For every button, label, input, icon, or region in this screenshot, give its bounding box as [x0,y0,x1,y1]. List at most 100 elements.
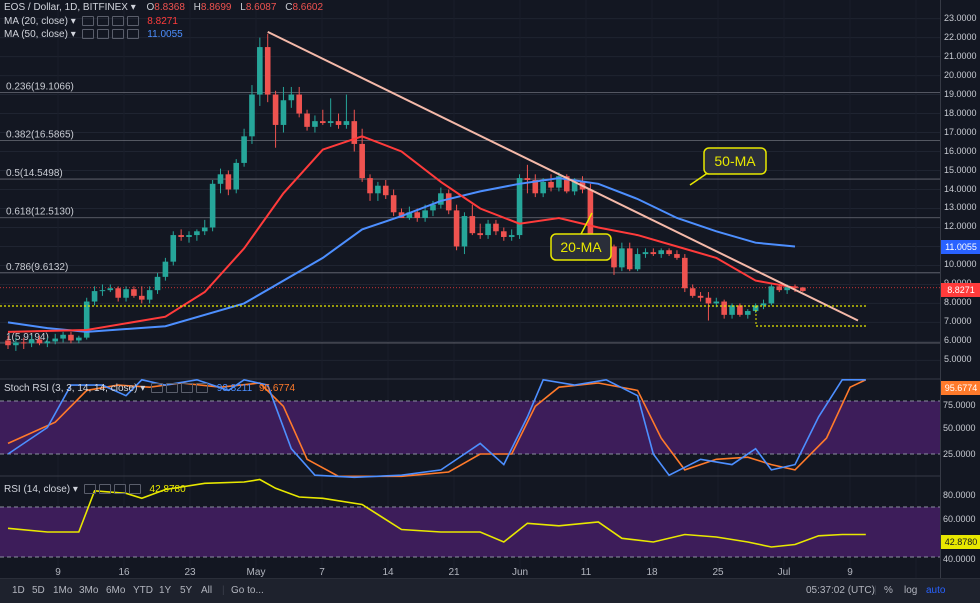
ma50-more-button[interactable] [126,29,139,40]
fib-level-label: 0.382(16.5865) [6,129,74,140]
ma50-remove-button[interactable] [111,29,124,40]
percent-scale-toggle[interactable]: % [884,585,893,596]
fib-level-label: 0.5(14.5498) [6,168,63,179]
time-axis-label: 9 [847,567,853,578]
candle-body [524,178,531,181]
rsi-remove-button[interactable] [113,484,126,495]
utc-clock[interactable]: 05:37:02 (UTC) [806,585,875,596]
ma20-legend[interactable]: MA (20, close) ▾ 8.8271 [4,16,178,27]
candle-body [508,235,515,237]
rsi-more-button[interactable] [128,484,141,495]
ma20-price-badge: 8.8271 [941,283,980,297]
candle-body [438,193,444,205]
price-scale[interactable]: 23.0000 22.0000 21.0000 20.0000 19.0000 18.00… [940,0,980,578]
candle-body [548,181,554,188]
candle-body [99,290,106,292]
ma20-hide-button[interactable] [81,16,94,27]
rsi-dropdown-icon[interactable]: ▾ [72,484,78,495]
stoch-dropdown-icon[interactable]: ▾ [140,383,146,394]
ma20-legend-label[interactable]: MA (20, close) [4,16,68,27]
candle-body [327,121,334,124]
candle-body [20,342,27,344]
range-1d-button[interactable]: 1D [12,585,25,596]
ma50-legend[interactable]: MA (50, close) ▾ 11.0055 [4,29,183,40]
ma20-settings-button[interactable] [96,16,109,27]
ma20-remove-button[interactable] [111,16,124,27]
candle-body [469,216,476,234]
price-grid [0,18,940,361]
candle-body [744,311,751,315]
ma20-dropdown-icon[interactable]: ▾ [70,16,76,27]
candle-body [304,113,310,127]
range-6mo-button[interactable]: 6Mo [106,585,126,596]
candle-body [674,254,680,258]
ma20-line [7,135,796,333]
ma50-settings-button[interactable] [96,29,109,40]
stoch-remove-button[interactable] [181,383,193,394]
candle-body [666,250,672,255]
candle-body [658,250,665,255]
symbol-dropdown-icon[interactable]: ▾ [130,2,136,13]
price-scale-label: 20.0000 [944,69,977,80]
bottom-toolbar: 1D 5D 1Mo 3Mo 6Mo YTD 1Y 5Y All | Go to.… [0,578,980,603]
range-all-button[interactable]: All [201,585,213,596]
stoch-k-value: 93.8211 [216,383,253,394]
log-scale-toggle[interactable]: log [904,585,918,596]
candle-body [705,297,712,304]
candle-body [697,295,704,298]
ma50-dropdown-icon[interactable]: ▾ [70,29,76,40]
candle-body [611,246,617,268]
ma50-legend-value: 11.0055 [147,29,183,40]
stoch-legend[interactable]: Stoch RSI (3, 3, 14, 14, close) ▾ 93.821… [4,383,295,394]
price-scale-label: 18.0000 [944,107,977,118]
price-scale-label: 8.0000 [944,297,972,308]
stoch-more-button[interactable] [196,383,208,394]
ma50-legend-label[interactable]: MA (50, close) [4,29,68,40]
time-axis-label: 9 [55,567,61,578]
symbol-legend[interactable]: EOS / Dollar, 1D, BITFINEX ▾ O8.8368 H8.… [4,2,329,13]
candle-body [619,248,625,268]
stoch-band-fill [0,401,940,454]
trendline[interactable] [267,30,859,322]
ma50-price-badge: 11.0055 [941,240,980,254]
rsi-legend-label[interactable]: RSI (14, close) [4,484,71,495]
ma50-hide-button[interactable] [81,29,94,40]
stoch-hide-button[interactable] [151,383,163,394]
price-scale-label: 12.0000 [944,221,977,232]
rsi-scale-40: 40.0000 [943,554,976,564]
ma20-callout[interactable]: 20-MA [550,212,612,261]
time-axis-label: Jun [512,567,528,578]
fib-level-label: 0.618(12.5130) [6,207,74,218]
candle-body [217,174,224,184]
rsi-settings-button[interactable] [98,484,111,495]
ma20-more-button[interactable] [126,16,139,27]
stoch-legend-label[interactable]: Stoch RSI (3, 3, 14, 14, close) [4,383,138,394]
range-5d-button[interactable]: 5D [32,585,45,596]
range-5y-button[interactable]: 5Y [180,585,193,596]
rsi-legend[interactable]: RSI (14, close) ▾ 42.8780 [4,484,186,495]
chart-canvas[interactable]: 0.236(19.1066) 0.382(16.5865) 0.5(14.5498)… [0,0,940,578]
candle-body [737,305,743,315]
candle-body [209,183,216,228]
time-axis-label: 18 [646,567,658,578]
range-ytd-button[interactable]: YTD [133,585,153,596]
ma50-callout[interactable]: 50-MA [689,147,767,186]
candle-body [194,231,200,236]
candle-body [501,231,507,237]
price-scale-label: 19.0000 [944,88,977,99]
price-scale-label: 6.0000 [944,335,972,346]
candle-body [776,286,783,291]
rsi-hide-button[interactable] [83,484,96,495]
candle-body [296,94,302,114]
time-axis-label: 7 [319,567,325,578]
price-scale-label: 7.0000 [944,316,972,327]
stoch-scale-50: 50.0000 [943,423,976,433]
candle-body [768,286,775,304]
goto-button[interactable]: Go to... [231,585,264,596]
auto-scale-toggle[interactable]: auto [926,585,946,596]
symbol-title[interactable]: EOS / Dollar, 1D, BITFINEX [4,2,128,13]
stoch-settings-button[interactable] [166,383,178,394]
range-3mo-button[interactable]: 3Mo [79,585,99,596]
range-1mo-button[interactable]: 1Mo [53,585,73,596]
range-1y-button[interactable]: 1Y [159,585,172,596]
